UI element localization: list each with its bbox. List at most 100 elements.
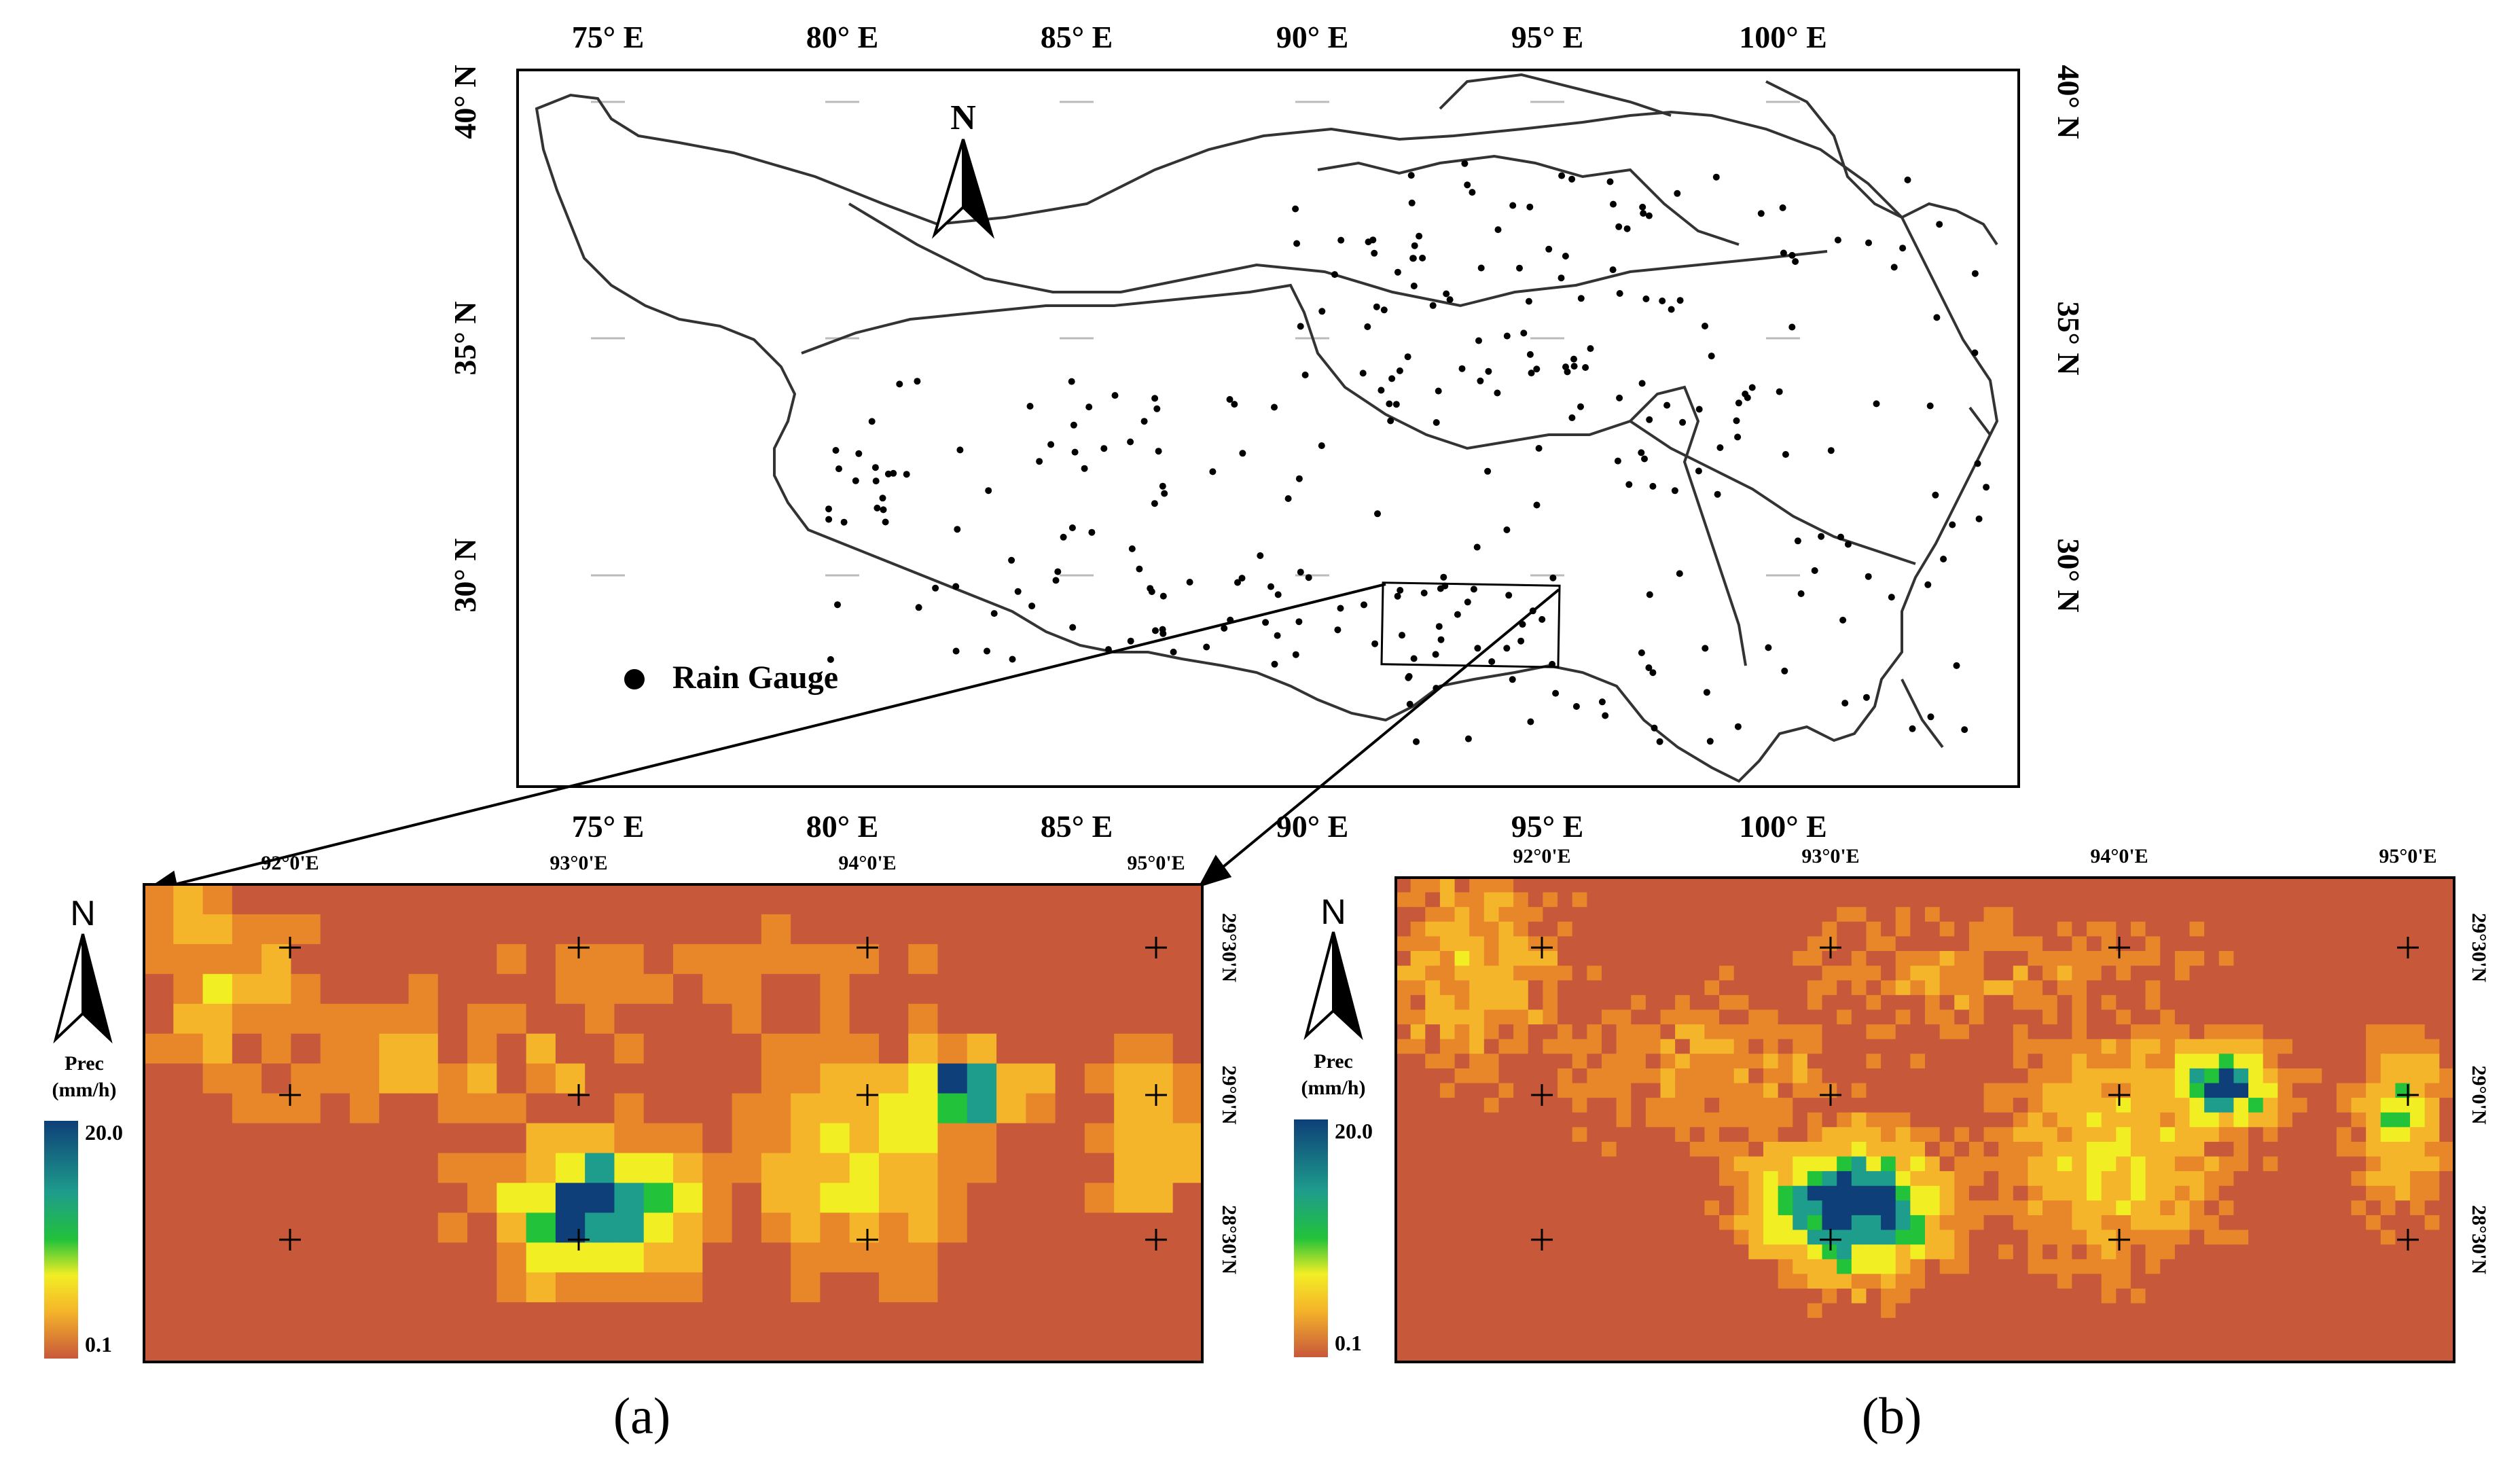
precip-cell: [1939, 1127, 1955, 1143]
precip-cell: [1469, 1083, 1485, 1098]
precip-cell: [2292, 1083, 2308, 1098]
precip-cell: [1616, 1156, 1632, 1172]
precip-cell: [1851, 1215, 1867, 1231]
rain-gauge-point: [1839, 616, 1847, 624]
precip-cell: [1439, 1347, 1456, 1363]
precip-cell: [1439, 1229, 1456, 1245]
precip-cell: [2248, 1098, 2264, 1113]
rain-gauge-point: [1702, 323, 1708, 329]
precip-cell: [2013, 1009, 2029, 1025]
precip-cell: [2248, 965, 2264, 981]
precip-cell: [849, 944, 880, 975]
precip-cell: [2439, 980, 2455, 996]
precip-cell: [2145, 1024, 2161, 1040]
precip-cell: [1822, 994, 1837, 1011]
rain-gauge-point: [855, 450, 863, 457]
precip-cell: [2351, 1039, 2366, 1054]
precip-cell: [908, 944, 939, 975]
precip-cell: [2087, 1039, 2102, 1054]
precip-cell: [1968, 1318, 1985, 1333]
precip-cell: [2307, 1288, 2322, 1304]
precip-cell: [1837, 1200, 1852, 1216]
precip-cell: [2336, 1098, 2352, 1113]
precip-cell: [2292, 1332, 2308, 1348]
precip-cell: [2292, 892, 2308, 908]
precip-cell: [1483, 1098, 1500, 1113]
precip-cell: [1983, 1347, 1999, 1363]
precip-cell: [2248, 921, 2264, 937]
precip-cell: [1925, 878, 1941, 893]
precip-cell: [2263, 892, 2278, 908]
precip-cell: [1172, 1123, 1203, 1154]
precip-cell: [2130, 921, 2146, 937]
precip-cell: [791, 1123, 821, 1154]
precip-cell: [1851, 994, 1867, 1011]
precip-cell: [1895, 1200, 1911, 1216]
precip-cell: [1469, 1127, 1485, 1143]
precip-cell: [2410, 1259, 2426, 1274]
precip-cell: [2145, 1127, 2161, 1143]
precip-cell: [1895, 1274, 1911, 1289]
precip-cell: [1410, 1054, 1426, 1069]
precip-cell: [1410, 1200, 1426, 1216]
precip-cell: [2366, 1141, 2381, 1157]
rain-gauge-point: [1271, 403, 1278, 411]
precip-cell: [1143, 1183, 1174, 1213]
precip-cell: [2218, 1288, 2235, 1304]
rain-gauge-point: [1477, 264, 1485, 272]
precip-cell: [291, 1093, 321, 1124]
precip-cell: [2057, 965, 2072, 981]
precip-cell: [1748, 1024, 1764, 1040]
precip-cell: [2380, 1141, 2396, 1157]
precip-cell: [1498, 907, 1514, 922]
precip-cell: [2322, 1112, 2337, 1128]
precip-cell: [526, 1302, 556, 1333]
precip-cell: [1763, 907, 1779, 922]
precip-cell: [2087, 1229, 2102, 1245]
precip-cell: [791, 1332, 821, 1363]
precip-cell: [1528, 1127, 1543, 1143]
precip-cell: [1616, 1200, 1632, 1216]
precip-cell: [2087, 892, 2102, 908]
precip-cell: [2380, 994, 2396, 1011]
rain-gauge-point: [1639, 203, 1646, 211]
precip-cell: [1704, 1229, 1720, 1245]
precip-cell: [2042, 921, 2058, 937]
precip-cell: [761, 884, 791, 915]
precip-cell: [408, 1093, 439, 1124]
precip-cell: [1410, 1259, 1426, 1274]
precip-cell: [2101, 1185, 2117, 1201]
precip-cell: [996, 1033, 1026, 1064]
precip-cell: [1572, 1156, 1587, 1172]
precip-cell: [1616, 1215, 1632, 1231]
rain-gauge-point: [1606, 178, 1614, 185]
precip-cell: [1660, 1083, 1676, 1098]
precip-cell: [2322, 1332, 2337, 1348]
precip-cell: [1439, 1127, 1456, 1143]
precip-cell: [761, 1093, 791, 1124]
precip-cell: [1704, 1156, 1720, 1172]
precip-cell: [2248, 1347, 2264, 1363]
precip-cell: [1719, 1024, 1735, 1040]
precip-cell: [1172, 1332, 1203, 1363]
precip-cell: [1483, 1083, 1500, 1098]
precip-cell: [1660, 1274, 1676, 1289]
rain-gauge-point: [1971, 270, 1979, 277]
precip-cell: [1528, 1274, 1543, 1289]
precip-cell: [1645, 1068, 1661, 1084]
precip-cell: [1601, 1156, 1617, 1172]
precip-cell: [2278, 1185, 2293, 1201]
precip-cell: [1454, 980, 1470, 996]
precip-cell: [1983, 1274, 1999, 1289]
precip-cell: [1425, 1259, 1441, 1274]
precip-cell: [1587, 1171, 1602, 1187]
precip-cell: [2028, 1215, 2043, 1231]
precip-cell: [2042, 936, 2058, 952]
precip-cell: [1925, 1156, 1941, 1172]
precip-cell: [1689, 878, 1706, 893]
precip-cell: [1778, 1215, 1793, 1231]
precip-cell: [614, 1332, 645, 1363]
precip-cell: [2057, 1185, 2072, 1201]
precip-cell: [1733, 994, 1749, 1011]
precip-cell: [2057, 921, 2072, 937]
